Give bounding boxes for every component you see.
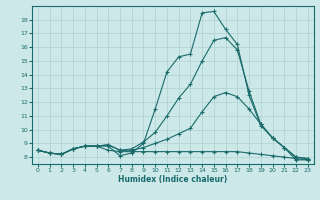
- X-axis label: Humidex (Indice chaleur): Humidex (Indice chaleur): [118, 175, 228, 184]
